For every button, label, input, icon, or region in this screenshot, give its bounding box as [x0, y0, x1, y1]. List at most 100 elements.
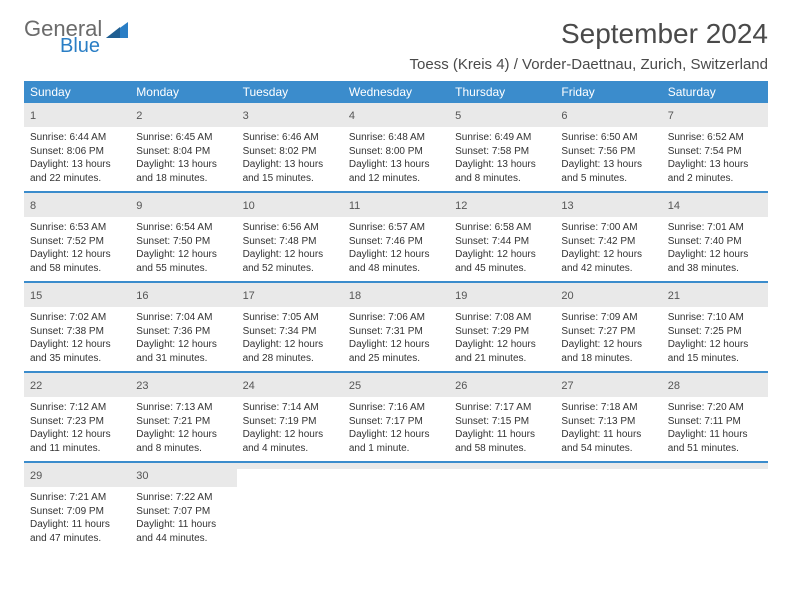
- info-line: Daylight: 12 hours: [30, 248, 124, 262]
- week-row: 1Sunrise: 6:44 AMSunset: 8:06 PMDaylight…: [24, 103, 768, 193]
- day-number-row: 9: [130, 193, 236, 217]
- info-line: and 31 minutes.: [136, 352, 230, 366]
- info-line: Daylight: 12 hours: [349, 428, 443, 442]
- day-number-row: 16: [130, 283, 236, 307]
- info-line: Sunrise: 7:00 AM: [561, 221, 655, 235]
- day-number-row: 13: [555, 193, 661, 217]
- day-number-row: 22: [24, 373, 130, 397]
- info-line: Sunrise: 7:09 AM: [561, 311, 655, 325]
- day-cell: 15Sunrise: 7:02 AMSunset: 7:38 PMDayligh…: [24, 283, 130, 371]
- cell-body: Sunrise: 7:06 AMSunset: 7:31 PMDaylight:…: [343, 307, 449, 371]
- day-cell: 2Sunrise: 6:45 AMSunset: 8:04 PMDaylight…: [130, 103, 236, 191]
- day-number: 7: [668, 110, 674, 122]
- day-header: Tuesday: [237, 81, 343, 103]
- info-line: and 51 minutes.: [668, 442, 762, 456]
- day-number-row: 21: [662, 283, 768, 307]
- info-line: and 48 minutes.: [349, 262, 443, 276]
- day-number: 28: [668, 380, 680, 392]
- location-text: Toess (Kreis 4) / Vorder-Daettnau, Zuric…: [410, 56, 768, 73]
- cell-body: [343, 469, 449, 529]
- info-line: Daylight: 11 hours: [561, 428, 655, 442]
- day-number-row: 30: [130, 463, 236, 487]
- info-line: Sunrise: 6:56 AM: [243, 221, 337, 235]
- day-number: 12: [455, 200, 467, 212]
- info-line: Sunset: 7:56 PM: [561, 145, 655, 159]
- cell-body: [555, 469, 661, 529]
- info-line: Sunrise: 7:20 AM: [668, 401, 762, 415]
- info-line: Sunset: 7:50 PM: [136, 235, 230, 249]
- calendar: SundayMondayTuesdayWednesdayThursdayFrid…: [24, 81, 768, 551]
- day-number-row: 15: [24, 283, 130, 307]
- info-line: Sunset: 7:31 PM: [349, 325, 443, 339]
- weeks-container: 1Sunrise: 6:44 AMSunset: 8:06 PMDaylight…: [24, 103, 768, 551]
- info-line: and 11 minutes.: [30, 442, 124, 456]
- cell-body: Sunrise: 6:46 AMSunset: 8:02 PMDaylight:…: [237, 127, 343, 191]
- info-line: and 18 minutes.: [561, 352, 655, 366]
- day-number: 26: [455, 380, 467, 392]
- info-line: Sunrise: 7:17 AM: [455, 401, 549, 415]
- cell-body: Sunrise: 6:49 AMSunset: 7:58 PMDaylight:…: [449, 127, 555, 191]
- day-cell: 13Sunrise: 7:00 AMSunset: 7:42 PMDayligh…: [555, 193, 661, 281]
- info-line: and 5 minutes.: [561, 172, 655, 186]
- info-line: Daylight: 13 hours: [30, 158, 124, 172]
- info-line: Sunset: 8:06 PM: [30, 145, 124, 159]
- day-cell: 4Sunrise: 6:48 AMSunset: 8:00 PMDaylight…: [343, 103, 449, 191]
- day-number-row: 3: [237, 103, 343, 127]
- day-cell: 27Sunrise: 7:18 AMSunset: 7:13 PMDayligh…: [555, 373, 661, 461]
- cell-body: Sunrise: 7:17 AMSunset: 7:15 PMDaylight:…: [449, 397, 555, 461]
- day-cell: 17Sunrise: 7:05 AMSunset: 7:34 PMDayligh…: [237, 283, 343, 371]
- info-line: Sunset: 7:27 PM: [561, 325, 655, 339]
- day-cell: 6Sunrise: 6:50 AMSunset: 7:56 PMDaylight…: [555, 103, 661, 191]
- day-number-row: 11: [343, 193, 449, 217]
- day-cell: 12Sunrise: 6:58 AMSunset: 7:44 PMDayligh…: [449, 193, 555, 281]
- info-line: and 58 minutes.: [455, 442, 549, 456]
- cell-body: Sunrise: 6:48 AMSunset: 8:00 PMDaylight:…: [343, 127, 449, 191]
- day-number: 11: [349, 200, 360, 212]
- day-number: 25: [349, 380, 361, 392]
- info-line: Daylight: 13 hours: [136, 158, 230, 172]
- info-line: Sunset: 7:42 PM: [561, 235, 655, 249]
- cell-body: Sunrise: 6:54 AMSunset: 7:50 PMDaylight:…: [130, 217, 236, 281]
- info-line: Sunrise: 7:14 AM: [243, 401, 337, 415]
- day-number: 14: [668, 200, 680, 212]
- info-line: Sunrise: 6:46 AM: [243, 131, 337, 145]
- info-line: Sunset: 7:29 PM: [455, 325, 549, 339]
- info-line: Daylight: 13 hours: [455, 158, 549, 172]
- cell-body: Sunrise: 7:05 AMSunset: 7:34 PMDaylight:…: [237, 307, 343, 371]
- info-line: Daylight: 12 hours: [30, 338, 124, 352]
- logo: General Blue: [24, 18, 132, 56]
- info-line: Sunrise: 7:13 AM: [136, 401, 230, 415]
- title-block: September 2024 Toess (Kreis 4) / Vorder-…: [410, 18, 768, 73]
- cell-body: [662, 469, 768, 529]
- day-header: Saturday: [662, 81, 768, 103]
- info-line: Daylight: 13 hours: [349, 158, 443, 172]
- cell-body: Sunrise: 7:01 AMSunset: 7:40 PMDaylight:…: [662, 217, 768, 281]
- info-line: and 18 minutes.: [136, 172, 230, 186]
- info-line: Daylight: 12 hours: [243, 248, 337, 262]
- day-number-row: 29: [24, 463, 130, 487]
- triangle-icon: [106, 20, 132, 45]
- day-cell: 18Sunrise: 7:06 AMSunset: 7:31 PMDayligh…: [343, 283, 449, 371]
- day-number-row: 25: [343, 373, 449, 397]
- header: General Blue September 2024 Toess (Kreis…: [24, 18, 768, 73]
- info-line: Sunrise: 6:52 AM: [668, 131, 762, 145]
- info-line: Daylight: 13 hours: [561, 158, 655, 172]
- day-number: 6: [561, 110, 567, 122]
- info-line: Sunset: 7:25 PM: [668, 325, 762, 339]
- week-row: 8Sunrise: 6:53 AMSunset: 7:52 PMDaylight…: [24, 193, 768, 283]
- info-line: and 38 minutes.: [668, 262, 762, 276]
- info-line: Daylight: 12 hours: [349, 248, 443, 262]
- day-number: 24: [243, 380, 255, 392]
- week-row: 29Sunrise: 7:21 AMSunset: 7:09 PMDayligh…: [24, 463, 768, 551]
- info-line: Daylight: 12 hours: [136, 428, 230, 442]
- cell-body: Sunrise: 7:12 AMSunset: 7:23 PMDaylight:…: [24, 397, 130, 461]
- info-line: Sunset: 7:36 PM: [136, 325, 230, 339]
- info-line: and 2 minutes.: [668, 172, 762, 186]
- day-header: Sunday: [24, 81, 130, 103]
- info-line: Sunrise: 7:02 AM: [30, 311, 124, 325]
- info-line: Daylight: 11 hours: [136, 518, 230, 532]
- info-line: Daylight: 11 hours: [455, 428, 549, 442]
- day-number-row: 7: [662, 103, 768, 127]
- day-number-row: 1: [24, 103, 130, 127]
- info-line: Sunrise: 7:12 AM: [30, 401, 124, 415]
